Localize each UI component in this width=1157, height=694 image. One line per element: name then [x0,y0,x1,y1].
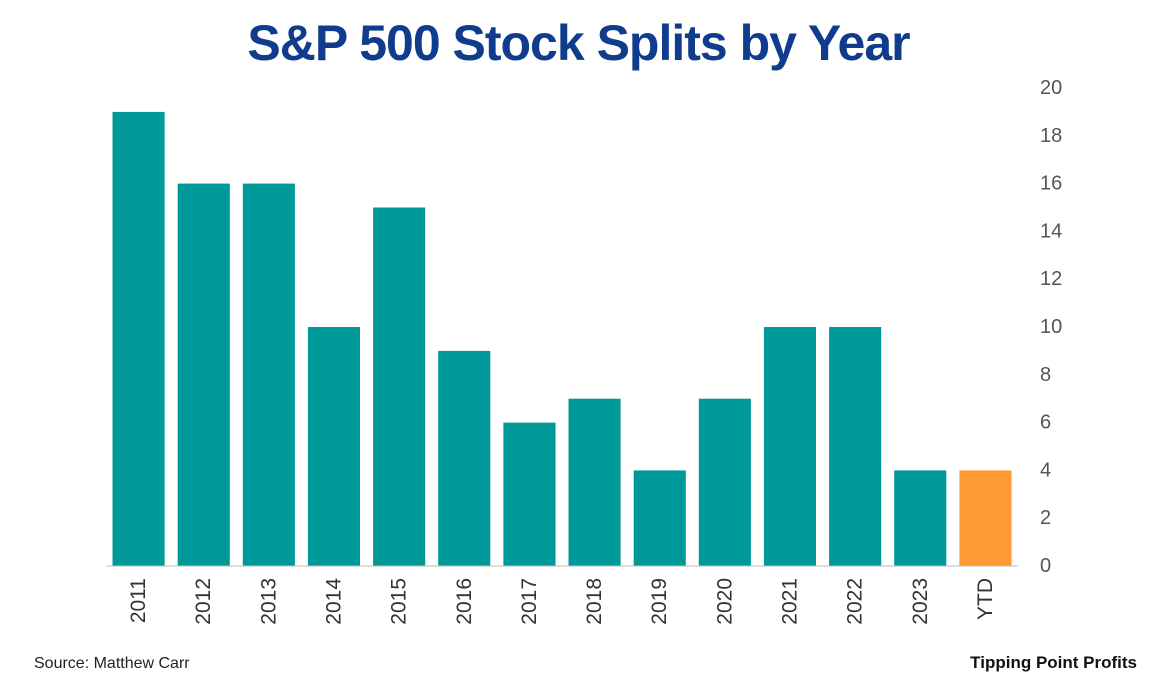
bar-2019 [633,470,686,566]
x-tick-label-2020: 2020 [713,578,736,625]
x-axis-labels: 2011 2012 2013 2014 2015 2016 2017 2018 2019 2020… [127,578,997,625]
y-tick-label-2: 2 [1040,507,1051,529]
y-axis-ticks: 0 2 4 6 8 10 12 14 16 18 20 [1040,77,1062,577]
x-tick-label-2014: 2014 [323,578,346,625]
bar-2020 [698,398,751,566]
bars-group [112,111,1012,567]
x-tick-label-2022: 2022 [844,578,867,625]
bar-2013 [242,183,295,566]
x-tick-label-2015: 2015 [388,578,411,625]
x-tick-label-ytd: YTD [974,578,997,620]
bar-ytd [959,470,1012,566]
brand-logo-text: Tipping Point Profits [970,653,1137,672]
y-tick-label-16: 16 [1040,173,1062,195]
x-tick-label-2017: 2017 [518,578,541,625]
bar-2011 [112,111,165,567]
x-tick-label-2012: 2012 [192,578,215,625]
y-tick-label-6: 6 [1040,412,1051,434]
bar-2022 [829,327,882,566]
bar-2017 [503,422,556,566]
y-tick-label-8: 8 [1040,364,1051,386]
source-note: Source: Matthew Carr [34,655,190,672]
x-tick-label-2016: 2016 [453,578,476,625]
x-tick-label-2018: 2018 [583,578,606,625]
y-tick-label-10: 10 [1040,316,1062,338]
x-tick-label-2013: 2013 [257,578,280,625]
bar-2021 [763,327,816,566]
x-tick-label-2021: 2021 [779,578,802,625]
y-tick-label-14: 14 [1040,220,1062,242]
bar-2015 [373,207,426,566]
y-tick-label-4: 4 [1040,459,1051,481]
y-tick-label-0: 0 [1040,555,1051,577]
y-tick-label-18: 18 [1040,125,1062,147]
bar-2018 [568,398,621,566]
x-tick-label-2019: 2019 [648,578,671,625]
bar-2023 [894,470,947,566]
chart-title: S&P 500 Stock Splits by Year [247,15,910,71]
bar-2012 [177,183,230,566]
y-tick-label-12: 12 [1040,268,1062,290]
x-tick-label-2023: 2023 [909,578,932,625]
x-tick-label-2011: 2011 [127,578,150,623]
bar-2016 [438,350,491,566]
bar-2014 [307,327,360,566]
y-tick-label-20: 20 [1040,77,1062,99]
